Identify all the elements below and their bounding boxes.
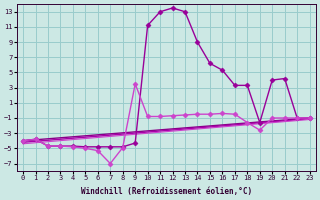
X-axis label: Windchill (Refroidissement éolien,°C): Windchill (Refroidissement éolien,°C) bbox=[81, 187, 252, 196]
